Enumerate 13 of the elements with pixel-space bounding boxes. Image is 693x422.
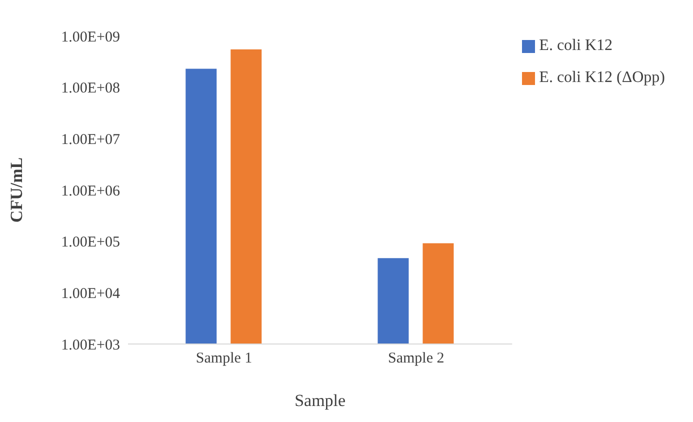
y-tick-label: 1.00E+08 — [61, 80, 120, 97]
y-axis-title: CFU/mL — [7, 157, 26, 223]
y-tick-label: 1.00E+03 — [61, 337, 120, 354]
y-tick-label: 1.00E+05 — [61, 234, 120, 251]
x-tick-label: Sample 2 — [388, 350, 444, 367]
legend-label: E. coli K12 — [539, 37, 612, 54]
y-tick-label: 1.00E+06 — [61, 183, 120, 200]
x-axis-title: Sample — [294, 391, 346, 410]
y-tick-label: 1.00E+07 — [61, 132, 120, 148]
x-tick-label: Sample 1 — [196, 350, 252, 367]
y-tick-label: 1.00E+09 — [61, 29, 120, 46]
legend-label: E. coli K12 (ΔOpp) — [539, 69, 665, 86]
y-tick-label: 1.00E+04 — [61, 286, 120, 302]
